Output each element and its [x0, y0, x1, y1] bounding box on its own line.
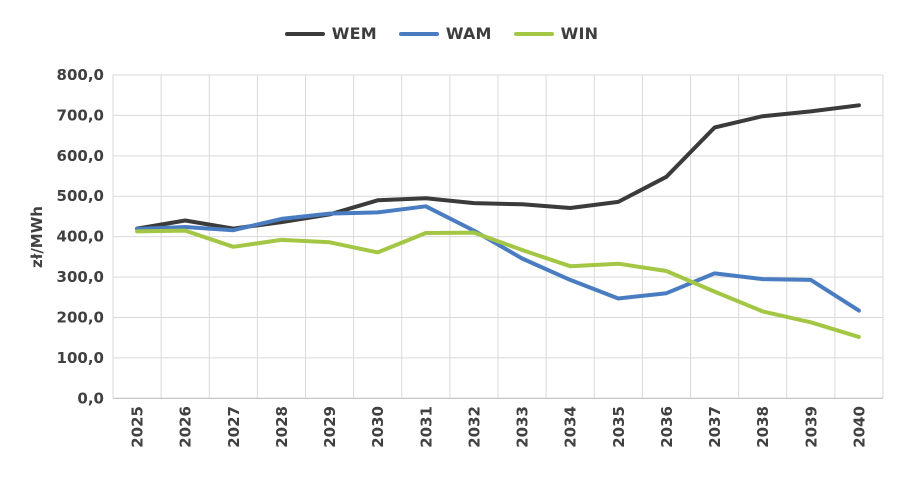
- x-tick-label: 2028: [273, 406, 291, 448]
- x-tick-label: 2034: [562, 406, 580, 448]
- x-tick-label: 2025: [129, 406, 147, 448]
- x-tick-label: 2026: [177, 406, 195, 448]
- x-tick-label: 2037: [706, 406, 724, 448]
- x-tick-label: 2032: [465, 406, 483, 448]
- y-tick-label: 700,0: [57, 106, 104, 124]
- x-tick-label: 2036: [658, 406, 676, 448]
- x-tick-label: 2031: [417, 406, 435, 448]
- series-line-wam: [135, 204, 861, 313]
- x-tick-label: 2030: [369, 406, 387, 448]
- y-tick-label: 400,0: [57, 228, 104, 246]
- x-axis-tick-labels: 2025 2026 2027 2028 2029 2030 2031 2032 2033 2034…: [129, 406, 869, 448]
- series-line-win: [135, 228, 861, 339]
- y-tick-label: 800,0: [57, 66, 104, 84]
- x-tick-label: 2038: [754, 406, 772, 448]
- y-tick-label: 500,0: [57, 187, 104, 205]
- gridlines: [112, 74, 884, 399]
- y-tick-label: 200,0: [57, 308, 104, 326]
- y-tick-label: 100,0: [57, 349, 104, 367]
- x-tick-label: 2027: [225, 406, 243, 448]
- y-tick-label: 0,0: [77, 389, 104, 407]
- x-tick-label: 2029: [321, 406, 339, 448]
- x-tick-label: 2039: [802, 406, 820, 448]
- series-lines: [135, 103, 861, 339]
- x-tick-label: 2035: [610, 406, 628, 448]
- y-tick-label: 300,0: [57, 268, 104, 286]
- y-axis-tick-labels: 0,0 100,0 200,0 300,0 400,0 500,0 600,0 700,0 80…: [57, 66, 104, 407]
- y-tick-label: 600,0: [57, 147, 104, 165]
- x-tick-label: 2033: [514, 406, 532, 448]
- x-tick-label: 2040: [850, 406, 868, 448]
- y-axis-title: zł/MWh: [28, 206, 46, 268]
